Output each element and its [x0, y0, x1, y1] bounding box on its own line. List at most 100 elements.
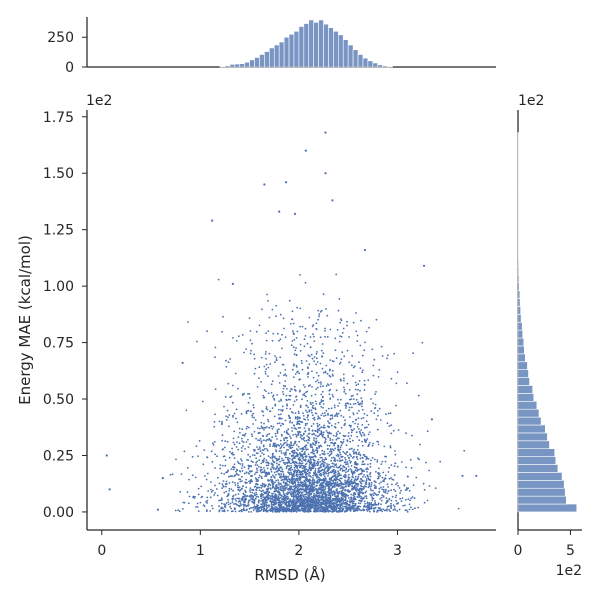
scatter-point — [225, 471, 228, 474]
scatter-point — [352, 412, 355, 414]
scatter-point — [390, 477, 392, 479]
scatter-point — [279, 447, 282, 450]
scatter-point — [329, 375, 332, 378]
scatter-point — [271, 455, 274, 458]
scatter-point — [328, 471, 330, 474]
scatter-point — [294, 509, 297, 512]
scatter-point — [348, 336, 350, 338]
scatter-point — [286, 444, 288, 447]
scatter-point — [381, 510, 383, 513]
scatter-point — [201, 400, 204, 403]
scatter-point — [289, 390, 292, 393]
right-hist-bar — [517, 408, 540, 418]
scatter-point — [259, 470, 262, 472]
scatter-point — [351, 475, 354, 478]
scatter-point — [249, 487, 252, 489]
scatter-point — [328, 393, 331, 396]
scatter-point — [228, 490, 231, 492]
scatter-point — [318, 507, 321, 509]
scatter-point — [299, 389, 301, 392]
scatter-point — [344, 458, 347, 461]
scatter-point — [285, 441, 287, 444]
scatter-point — [288, 299, 291, 302]
scatter-point — [314, 412, 317, 415]
right-hist-bar — [517, 464, 559, 473]
scatter-point — [353, 428, 355, 430]
scatter-point — [235, 470, 237, 473]
scatter-point — [218, 505, 220, 508]
scatter-point — [285, 497, 287, 500]
scatter-point — [262, 394, 265, 397]
scatter-point — [216, 476, 219, 479]
scatter-point — [287, 491, 289, 494]
scatter-point — [319, 385, 322, 388]
scatter-point — [247, 472, 250, 474]
scatter-point — [321, 483, 323, 486]
top-hist-bar — [288, 33, 295, 68]
scatter-point — [329, 437, 332, 440]
top-hist-bar — [382, 65, 388, 68]
scatter-point — [457, 507, 460, 510]
scatter-point — [271, 427, 274, 430]
scatter-point — [390, 489, 392, 491]
scatter-point — [340, 335, 343, 338]
scatter-point — [293, 478, 296, 480]
scatter-point — [231, 501, 234, 504]
scatter-point — [288, 484, 290, 486]
scatter-point — [304, 281, 307, 284]
scatter-point — [174, 509, 177, 512]
scatter-point — [361, 480, 364, 483]
scatter-point — [270, 505, 273, 507]
scatter-point — [296, 479, 299, 482]
scatter-point — [348, 361, 351, 364]
scatter-point — [345, 402, 347, 405]
right-hist-bar — [517, 393, 535, 402]
scatter-point — [322, 426, 325, 429]
scatter-point — [335, 454, 338, 457]
scatter-point — [337, 445, 340, 448]
scatter-point — [226, 440, 229, 443]
scatter-point — [360, 485, 363, 488]
scatter-point — [296, 466, 298, 469]
scatter-point — [274, 487, 276, 490]
scatter-point — [213, 441, 216, 443]
scatter-point — [390, 499, 393, 502]
scatter-point — [270, 476, 273, 479]
scatter-point — [334, 483, 337, 486]
scatter-point — [267, 505, 270, 508]
scatter-point — [272, 507, 274, 510]
scatter-point — [259, 510, 262, 512]
scatter-point — [298, 456, 301, 459]
top-hist-bar — [269, 47, 275, 68]
scatter-point — [350, 431, 353, 434]
scatter-point — [285, 500, 288, 502]
scatter-point — [265, 473, 267, 476]
scatter-point — [204, 475, 206, 477]
scatter-point — [293, 457, 296, 460]
scatter-point — [373, 509, 375, 512]
scatter-point — [259, 432, 261, 434]
scatter-point — [324, 490, 327, 493]
scatter-point — [363, 379, 366, 382]
scatter-point — [352, 394, 354, 397]
scatter-point — [308, 474, 310, 477]
y-tick-label: 0.00 — [43, 505, 74, 521]
scatter-point — [257, 496, 260, 498]
scatter-point — [434, 487, 437, 489]
scatter-point — [296, 330, 299, 333]
scatter-point — [232, 437, 235, 440]
scatter-point — [354, 502, 357, 505]
scatter-point — [293, 449, 296, 452]
scatter-point — [333, 425, 336, 428]
scatter-point — [328, 432, 330, 435]
scatter-point — [322, 352, 325, 354]
scatter-point — [336, 505, 338, 508]
scatter-point — [323, 475, 326, 477]
scatter-point — [377, 472, 380, 474]
top-hist-bar — [342, 39, 349, 68]
scatter-point — [362, 469, 364, 471]
scatter-point — [321, 434, 324, 437]
scatter-point — [439, 460, 442, 463]
scatter-point — [291, 474, 294, 477]
scatter-point — [295, 337, 298, 339]
